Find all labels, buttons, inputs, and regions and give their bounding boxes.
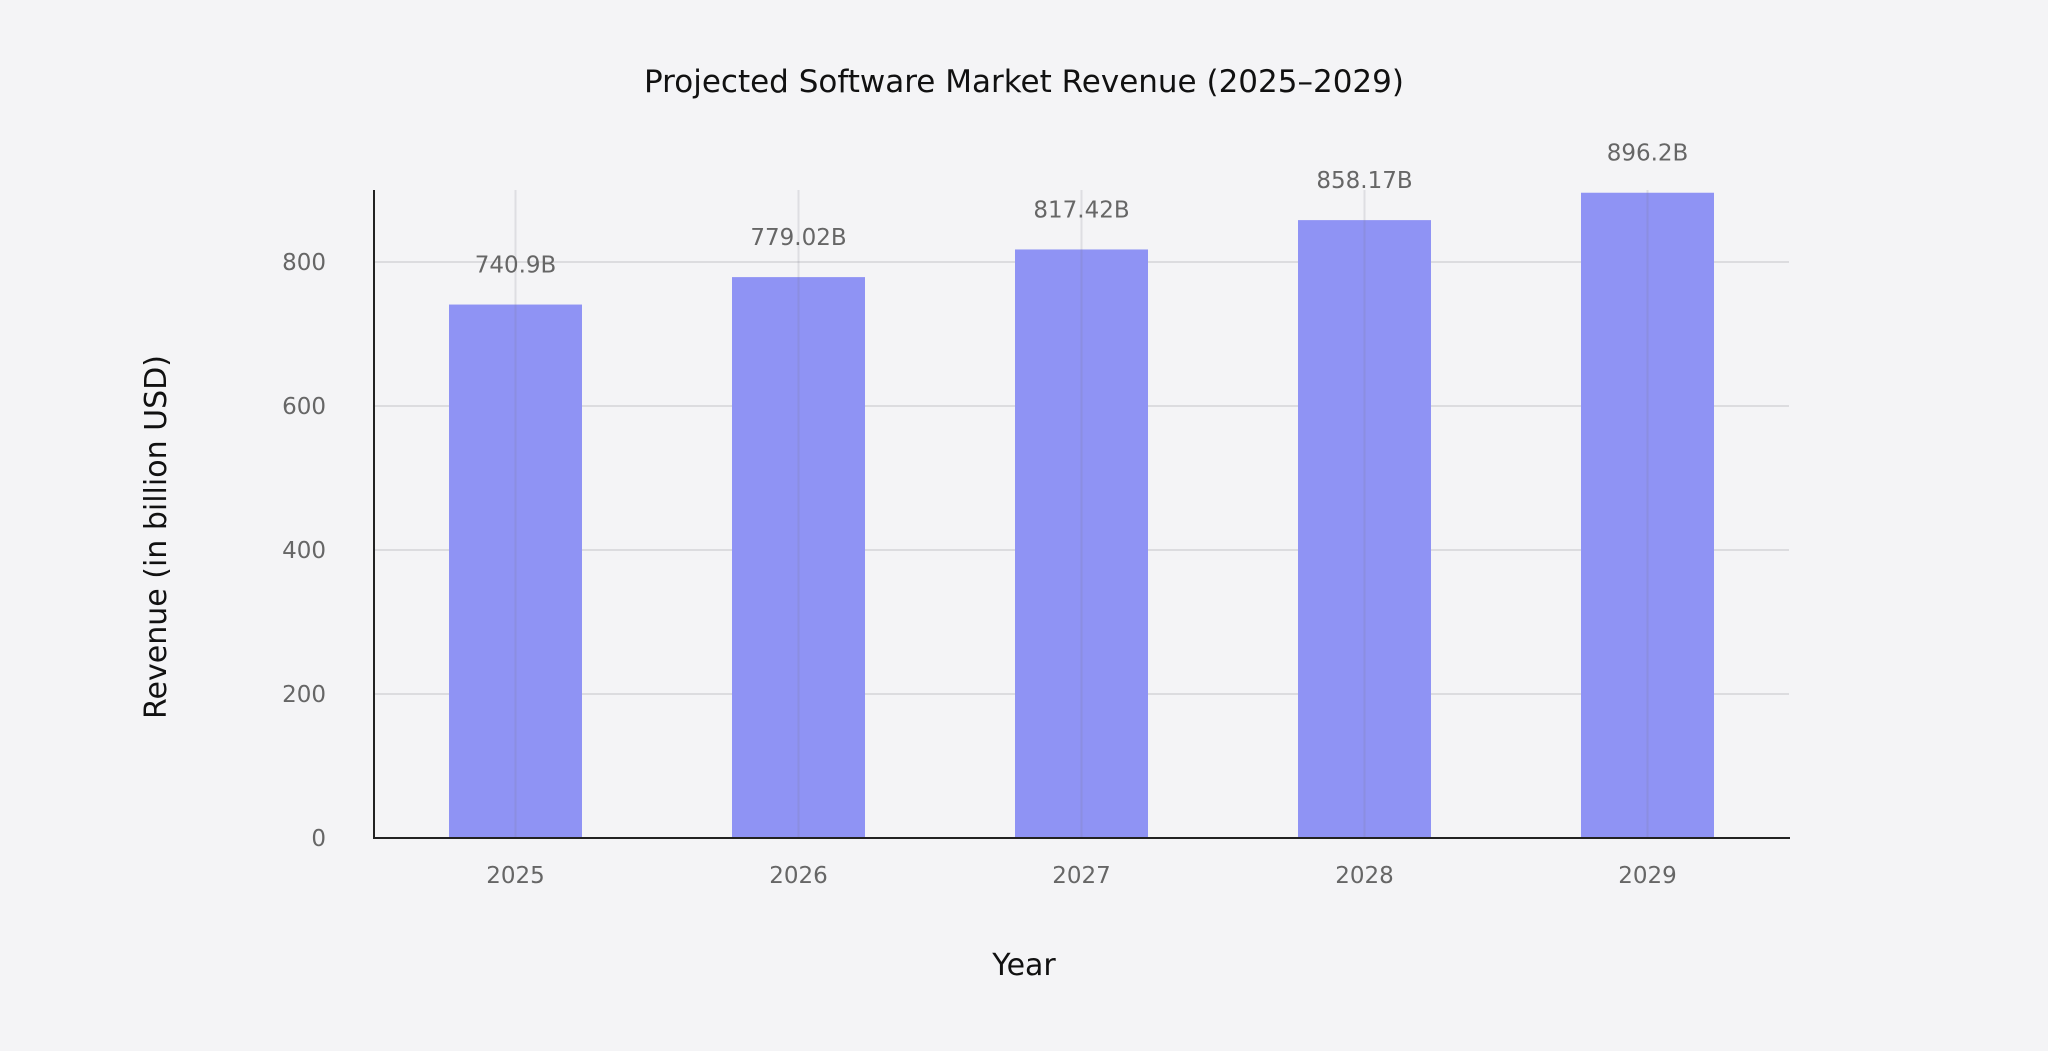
bar-2027: [1015, 249, 1148, 839]
x-axis-ticks: 2025 2026 2027 2028 2029: [486, 863, 1677, 889]
x-tick-label: 2025: [486, 863, 545, 889]
data-labels: 740.9B 779.02B 817.42B 858.17B 896.2B: [475, 141, 1689, 279]
data-label: 740.9B: [475, 253, 557, 279]
x-axis-label: Year: [991, 948, 1056, 983]
y-tick-label: 800: [282, 250, 326, 276]
data-label: 817.42B: [1033, 197, 1129, 223]
x-tick-label: 2029: [1618, 863, 1677, 889]
x-tick-label: 2028: [1335, 863, 1394, 889]
y-axis-ticks: 0 200 400 600 800: [282, 250, 326, 852]
chart-title: Projected Software Market Revenue (2025–…: [644, 64, 1404, 100]
data-label: 779.02B: [750, 225, 846, 251]
bars: [449, 192, 1714, 839]
y-tick-label: 600: [282, 394, 326, 420]
y-axis-label: Revenue (in billion USD): [139, 355, 174, 719]
y-tick-label: 0: [311, 826, 326, 852]
data-label: 858.17B: [1316, 168, 1412, 194]
vertical-gridlines: [514, 190, 1649, 838]
y-tick-label: 200: [282, 682, 326, 708]
bar-2029: [1581, 192, 1714, 839]
x-tick-label: 2027: [1052, 863, 1111, 889]
bar-2025: [449, 304, 582, 838]
y-tick-label: 400: [282, 538, 326, 564]
bar-2026: [732, 277, 865, 838]
bar-2028: [1298, 220, 1431, 838]
data-label: 896.2B: [1607, 141, 1689, 167]
x-tick-label: 2026: [769, 863, 828, 889]
